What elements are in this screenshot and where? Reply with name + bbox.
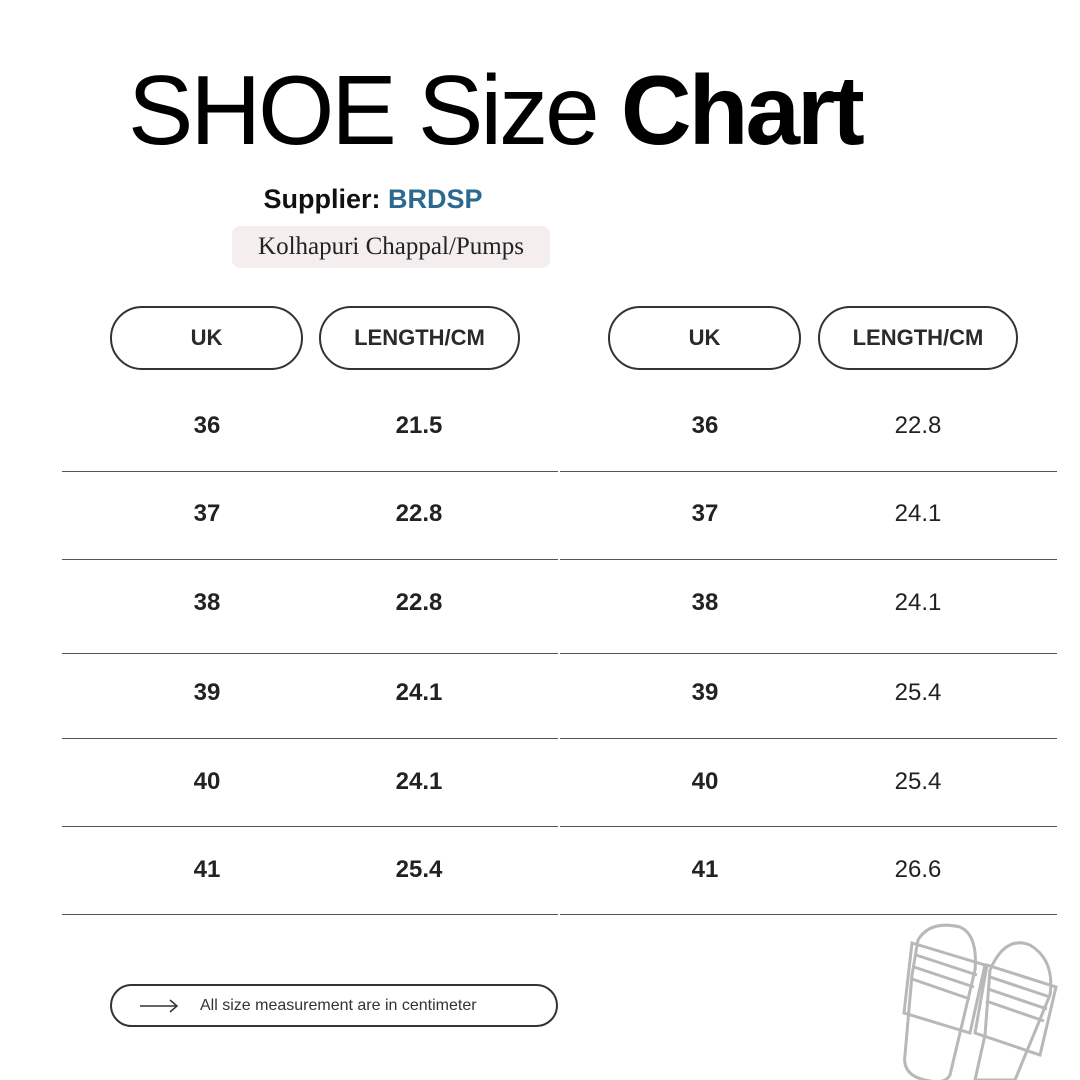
length-cell: 25.4 — [894, 679, 942, 706]
product-type-badge: Kolhapuri Chappal/Pumps — [232, 226, 550, 268]
row-divider — [560, 914, 1057, 915]
page-title: SHOE Size Chart — [128, 52, 865, 170]
length-cell: 26.6 — [894, 856, 942, 883]
title-light: SHOE Size — [128, 55, 600, 165]
row-divider — [560, 738, 1057, 739]
row-divider — [62, 471, 558, 472]
supplier-label: Supplier: — [263, 184, 381, 214]
length-cell: 25.4 — [395, 856, 443, 883]
row-divider — [560, 471, 1057, 472]
uk-size-cell: 39 — [193, 679, 221, 706]
uk-size-cell: 40 — [193, 768, 221, 795]
column-header-length: LENGTH/CM — [319, 306, 520, 370]
uk-size-cell: 36 — [193, 412, 221, 439]
uk-size-cell: 36 — [691, 412, 719, 439]
length-cell: 21.5 — [395, 412, 443, 439]
uk-size-cell: 41 — [193, 856, 221, 883]
length-cell: 24.1 — [894, 589, 942, 616]
slippers-icon — [902, 923, 1058, 1080]
footer-note: All size measurement are in centimeter — [110, 984, 558, 1027]
uk-size-cell: 39 — [691, 679, 719, 706]
uk-size-cell: 37 — [691, 500, 719, 527]
row-divider — [62, 559, 558, 560]
length-cell: 24.1 — [395, 768, 443, 795]
row-divider — [560, 559, 1057, 560]
row-divider — [62, 914, 558, 915]
uk-size-cell: 40 — [691, 768, 719, 795]
length-cell: 22.8 — [894, 412, 942, 439]
uk-size-cell: 38 — [691, 589, 719, 616]
column-header-length: LENGTH/CM — [818, 306, 1018, 370]
column-header-uk: UK — [608, 306, 801, 370]
supplier-line: Supplier: BRDSP — [232, 184, 514, 215]
length-cell: 22.8 — [395, 589, 443, 616]
uk-size-cell: 38 — [193, 589, 221, 616]
row-divider — [62, 826, 558, 827]
length-cell: 24.1 — [395, 679, 443, 706]
uk-size-cell: 37 — [193, 500, 221, 527]
row-divider — [62, 738, 558, 739]
title-bold: Chart — [620, 55, 865, 165]
length-cell: 24.1 — [894, 500, 942, 527]
row-divider — [560, 653, 1057, 654]
length-cell: 25.4 — [894, 768, 942, 795]
column-header-uk: UK — [110, 306, 303, 370]
supplier-name: BRDSP — [388, 184, 483, 214]
row-divider — [560, 826, 1057, 827]
footer-note-text: All size measurement are in centimeter — [200, 996, 477, 1014]
arrow-right-icon — [140, 998, 179, 1013]
row-divider — [62, 653, 558, 654]
length-cell: 22.8 — [395, 500, 443, 527]
uk-size-cell: 41 — [691, 856, 719, 883]
